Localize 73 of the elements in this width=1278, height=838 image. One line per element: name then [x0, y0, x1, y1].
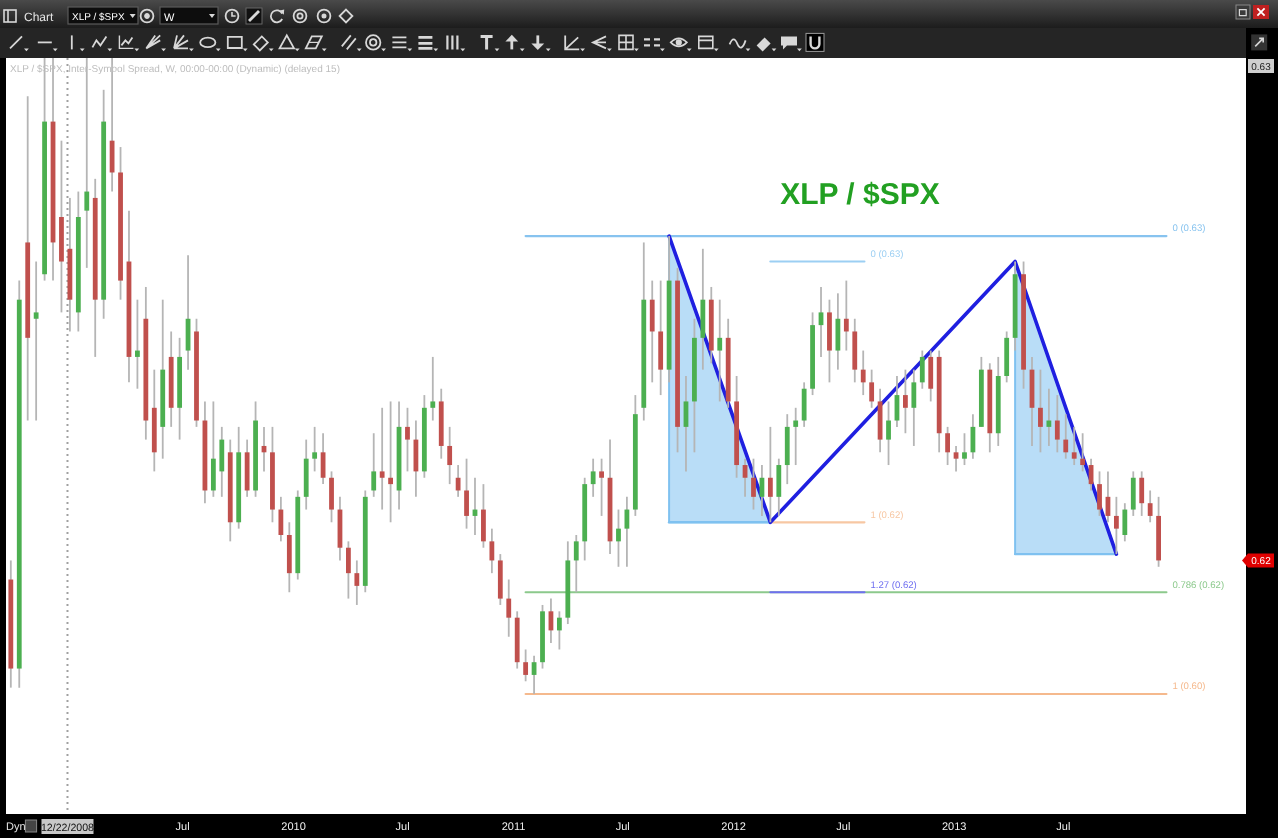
candlestick: [312, 425, 318, 473]
candlestick: [388, 400, 393, 524]
candlestick: [1097, 470, 1102, 517]
candlestick: [481, 483, 486, 549]
candlestick: [903, 368, 908, 435]
candlestick: [1063, 413, 1069, 460]
candlestick: [405, 406, 410, 473]
candlestick: [523, 648, 529, 683]
candlestick: [1004, 330, 1010, 384]
candlestick: [438, 387, 444, 460]
candlestick: [860, 349, 866, 396]
candlestick: [430, 356, 436, 422]
candlestick: [1071, 425, 1077, 466]
candlestick: [784, 413, 790, 486]
candlestick: [953, 445, 959, 473]
candlestick: [751, 457, 756, 511]
candlestick: [827, 298, 832, 384]
candlestick: [1054, 394, 1060, 454]
candlestick: [717, 298, 723, 403]
candlestick: [835, 292, 841, 371]
candlestick: [1130, 470, 1136, 517]
candlestick: [1046, 387, 1052, 447]
candlestick: [843, 279, 849, 352]
candlestick: [962, 432, 967, 466]
candlestick: [506, 578, 512, 638]
candlestick: [776, 457, 782, 517]
candlestick: [286, 521, 292, 594]
candlestick: [1122, 502, 1128, 543]
candlestick: [379, 406, 385, 511]
candlestick: [886, 400, 891, 466]
candlestick: [1038, 368, 1043, 454]
candlestick: [793, 406, 799, 466]
candlestick: [616, 508, 621, 568]
candlestick: [464, 457, 469, 530]
candlestick: [329, 470, 334, 524]
candlestick: [658, 279, 664, 396]
candlestick: [649, 279, 655, 384]
candlestick: [852, 317, 858, 384]
candlestick: [556, 610, 562, 651]
candlestick: [371, 432, 377, 498]
candlestick: [945, 425, 950, 466]
candlestick: [219, 425, 225, 498]
candlestick: [599, 457, 604, 517]
candlestick: [59, 139, 64, 314]
candlestick: [244, 438, 250, 498]
candlestick: [497, 553, 503, 606]
candlestick: [911, 368, 917, 447]
candlestick: [346, 540, 351, 600]
candlestick: [278, 495, 284, 543]
candlestick: [1139, 470, 1145, 517]
candlestick: [869, 368, 875, 409]
candlestick: [489, 527, 495, 575]
candlestick: [455, 464, 461, 498]
candlestick: [928, 349, 934, 403]
candlestick: [447, 425, 453, 486]
candlestick: [1147, 489, 1153, 524]
candlestick: [573, 534, 579, 594]
candlestick: [590, 457, 596, 498]
candlestick: [801, 381, 807, 428]
candlestick: [210, 400, 216, 498]
candlestick: [1113, 495, 1119, 555]
candlestick: [1080, 432, 1086, 473]
candlestick: [135, 298, 140, 390]
candlestick: [700, 247, 706, 371]
candlestick: [303, 438, 309, 511]
candlestick: [151, 368, 157, 473]
candlestick: [767, 425, 773, 524]
candlestick: [919, 349, 925, 390]
candlestick: [1156, 495, 1161, 568]
candlestick: [514, 610, 520, 670]
candlestick: [354, 559, 360, 606]
text: XLP / $SPX: [780, 178, 940, 212]
candlestick: [33, 260, 39, 422]
